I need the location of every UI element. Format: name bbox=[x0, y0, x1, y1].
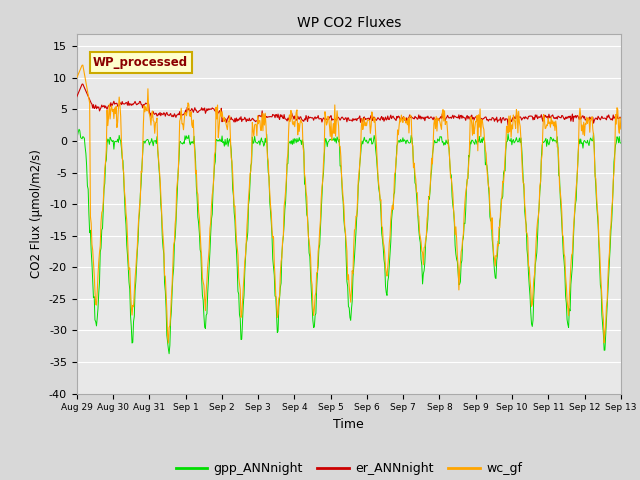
er_ANNnight bbox=[140, 102, 147, 108]
Text: WP_processed: WP_processed bbox=[93, 56, 188, 69]
gpp_ANNnight bbox=[416, 235, 424, 241]
Legend: gpp_ANNnight, er_ANNnight, wc_gf: gpp_ANNnight, er_ANNnight, wc_gf bbox=[171, 457, 527, 480]
er_ANNnight bbox=[78, 81, 86, 87]
Title: WP CO2 Fluxes: WP CO2 Fluxes bbox=[296, 16, 401, 30]
gpp_ANNnight bbox=[195, 220, 202, 226]
gpp_ANNnight bbox=[139, 151, 147, 156]
wc_gf bbox=[84, 87, 92, 93]
X-axis label: Time: Time bbox=[333, 418, 364, 431]
gpp_ANNnight bbox=[83, 163, 90, 168]
gpp_ANNnight bbox=[617, 140, 625, 146]
er_ANNnight bbox=[431, 117, 439, 122]
wc_gf bbox=[617, 126, 625, 132]
wc_gf bbox=[164, 340, 172, 346]
wc_gf bbox=[224, 119, 232, 125]
er_ANNnight bbox=[195, 108, 202, 114]
er_ANNnight bbox=[84, 92, 92, 97]
Line: wc_gf: wc_gf bbox=[77, 65, 621, 343]
gpp_ANNnight bbox=[165, 351, 173, 357]
wc_gf bbox=[417, 235, 424, 240]
gpp_ANNnight bbox=[223, 135, 231, 141]
er_ANNnight bbox=[73, 94, 81, 100]
er_ANNnight bbox=[416, 115, 424, 121]
er_ANNnight bbox=[223, 116, 231, 122]
Y-axis label: CO2 Flux (μmol/m2/s): CO2 Flux (μmol/m2/s) bbox=[30, 149, 44, 278]
Line: gpp_ANNnight: gpp_ANNnight bbox=[77, 127, 621, 354]
gpp_ANNnight bbox=[73, 124, 81, 130]
Line: er_ANNnight: er_ANNnight bbox=[77, 84, 621, 125]
wc_gf bbox=[433, 114, 440, 120]
gpp_ANNnight bbox=[431, 140, 439, 145]
wc_gf bbox=[73, 75, 81, 81]
er_ANNnight bbox=[617, 115, 625, 121]
wc_gf bbox=[140, 121, 147, 127]
wc_gf bbox=[78, 62, 86, 68]
er_ANNnight bbox=[504, 122, 512, 128]
wc_gf bbox=[196, 215, 204, 221]
